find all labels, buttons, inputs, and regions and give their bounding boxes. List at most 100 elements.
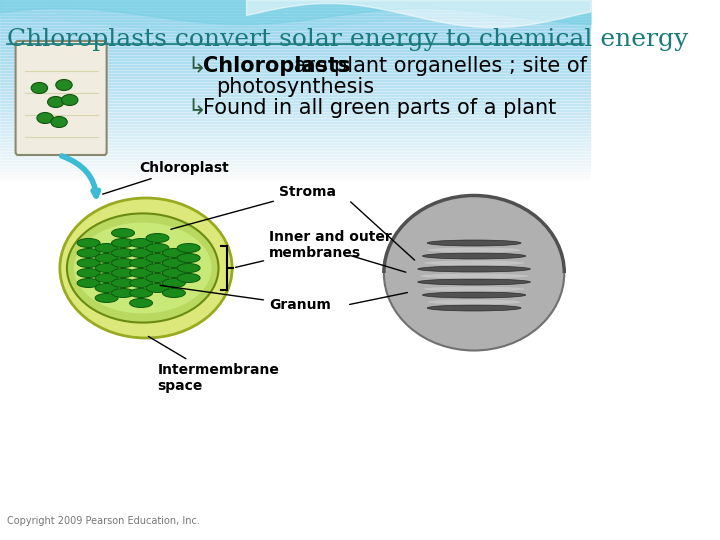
Bar [0,35,590,36]
Ellipse shape [61,94,78,105]
Ellipse shape [424,260,524,266]
Bar [0,6,590,8]
Bar [0,152,590,153]
Bar [0,144,590,145]
Bar [0,129,590,131]
Ellipse shape [112,228,135,238]
Ellipse shape [163,259,185,267]
Bar [0,85,590,87]
Bar [0,12,590,14]
Ellipse shape [418,279,531,285]
Bar [0,89,590,90]
Ellipse shape [177,264,200,273]
Bar [0,4,590,6]
Ellipse shape [95,244,118,253]
Bar [0,42,590,44]
Bar [0,78,590,79]
Bar [0,45,590,46]
Ellipse shape [31,83,48,93]
Bar [0,87,590,89]
Ellipse shape [146,233,169,242]
Bar [0,79,590,81]
Ellipse shape [112,259,135,267]
Ellipse shape [77,248,100,258]
Ellipse shape [112,268,135,278]
Bar [0,126,590,127]
Bar [0,123,590,125]
Bar [0,77,590,78]
Ellipse shape [177,244,200,253]
Ellipse shape [423,292,526,298]
Bar [0,39,590,40]
Bar [0,147,590,149]
Bar [0,170,590,171]
Bar [0,139,590,141]
Bar [0,73,590,75]
Bar [0,164,590,165]
Bar [0,9,590,10]
Ellipse shape [48,97,64,107]
Bar [0,131,590,132]
Ellipse shape [163,248,185,258]
Bar [0,96,590,98]
Bar [0,75,590,77]
Bar [0,120,590,122]
Bar [0,98,590,99]
Ellipse shape [427,305,521,311]
Text: Chloroplasts convert solar energy to chemical energy: Chloroplasts convert solar energy to che… [6,28,688,51]
Bar [0,48,590,50]
Bar [0,57,590,58]
Ellipse shape [428,247,521,253]
Bar [0,56,590,57]
Bar [0,37,590,39]
Ellipse shape [130,268,153,278]
Bar [0,81,590,83]
Ellipse shape [146,264,169,273]
Bar [0,52,590,54]
Bar [0,51,590,52]
Bar [0,116,590,117]
Bar [0,106,590,108]
Ellipse shape [55,79,72,91]
Ellipse shape [130,248,153,258]
Bar [0,111,590,112]
Ellipse shape [95,284,118,293]
Ellipse shape [177,273,200,282]
Bar [0,31,590,33]
Ellipse shape [95,264,118,273]
Bar [0,141,590,143]
Bar [0,100,590,102]
Bar [0,160,590,162]
Bar [0,14,590,15]
Ellipse shape [130,239,153,247]
Bar [0,58,590,60]
Bar [0,62,590,63]
Bar [0,105,590,106]
Bar [0,36,590,37]
Bar [0,172,590,174]
Ellipse shape [77,279,100,287]
Ellipse shape [77,239,100,247]
Bar [0,68,590,69]
Text: Granum: Granum [161,285,331,312]
Bar [0,71,590,72]
Bar [0,148,590,150]
Ellipse shape [146,253,169,262]
Bar [0,93,590,94]
Bar [0,17,590,18]
Ellipse shape [384,195,564,350]
Bar [0,27,590,29]
Bar [0,50,590,51]
Bar [0,91,590,93]
Bar [0,176,590,177]
Bar [0,21,590,23]
Bar [0,135,590,137]
Text: ↳: ↳ [187,98,206,118]
Text: Copyright 2009 Pearson Education, Inc.: Copyright 2009 Pearson Education, Inc. [6,516,199,526]
Bar [0,24,590,25]
Bar [0,102,590,104]
Ellipse shape [418,266,531,272]
Bar [0,63,590,64]
Text: Stroma: Stroma [171,185,336,230]
Bar [0,0,590,2]
